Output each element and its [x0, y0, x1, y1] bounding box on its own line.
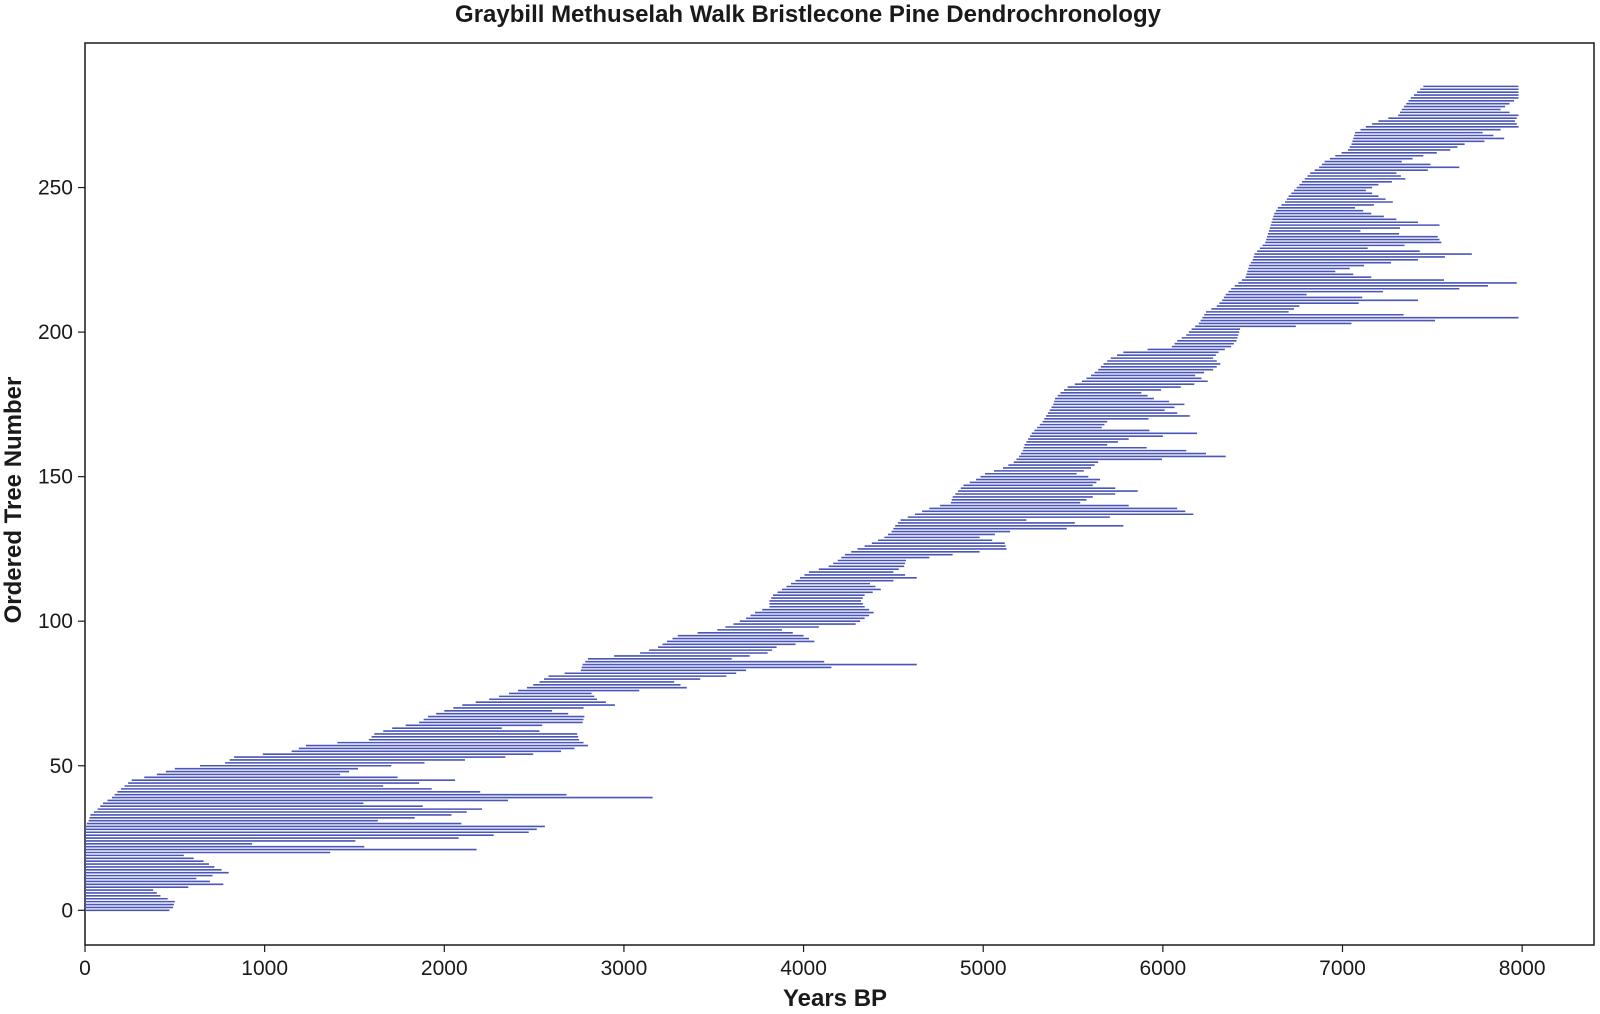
x-tick-label: 2000 [421, 957, 468, 980]
x-tick-label: 3000 [601, 957, 648, 980]
y-tick-label: 0 [61, 899, 73, 922]
y-tick-label: 50 [50, 755, 73, 778]
tree-span-bars [85, 85, 1519, 912]
y-tick-label: 100 [38, 610, 73, 633]
y-axis-label: Ordered Tree Number [0, 377, 27, 624]
y-axis-ticks: 0 50 100 150 200 250 [38, 177, 85, 922]
chart-title: Graybill Methuselah Walk Bristlecone Pin… [455, 1, 1162, 28]
x-tick-label: 1000 [241, 957, 288, 980]
x-tick-label: 8000 [1499, 957, 1546, 980]
x-tick-label: 0 [79, 957, 91, 980]
x-tick-label: 4000 [780, 957, 827, 980]
y-tick-label: 150 [38, 466, 73, 489]
x-tick-label: 7000 [1319, 957, 1366, 980]
x-tick-label: 6000 [1139, 957, 1186, 980]
y-tick-label: 200 [38, 321, 73, 344]
plot-frame [84, 42, 1595, 946]
x-axis-ticks: 0 1000 2000 3000 4000 5000 6000 7000 8000 [79, 945, 1546, 980]
y-tick-label: 250 [38, 177, 73, 200]
x-axis-label: Years BP [783, 985, 887, 1012]
x-tick-label: 5000 [960, 957, 1007, 980]
